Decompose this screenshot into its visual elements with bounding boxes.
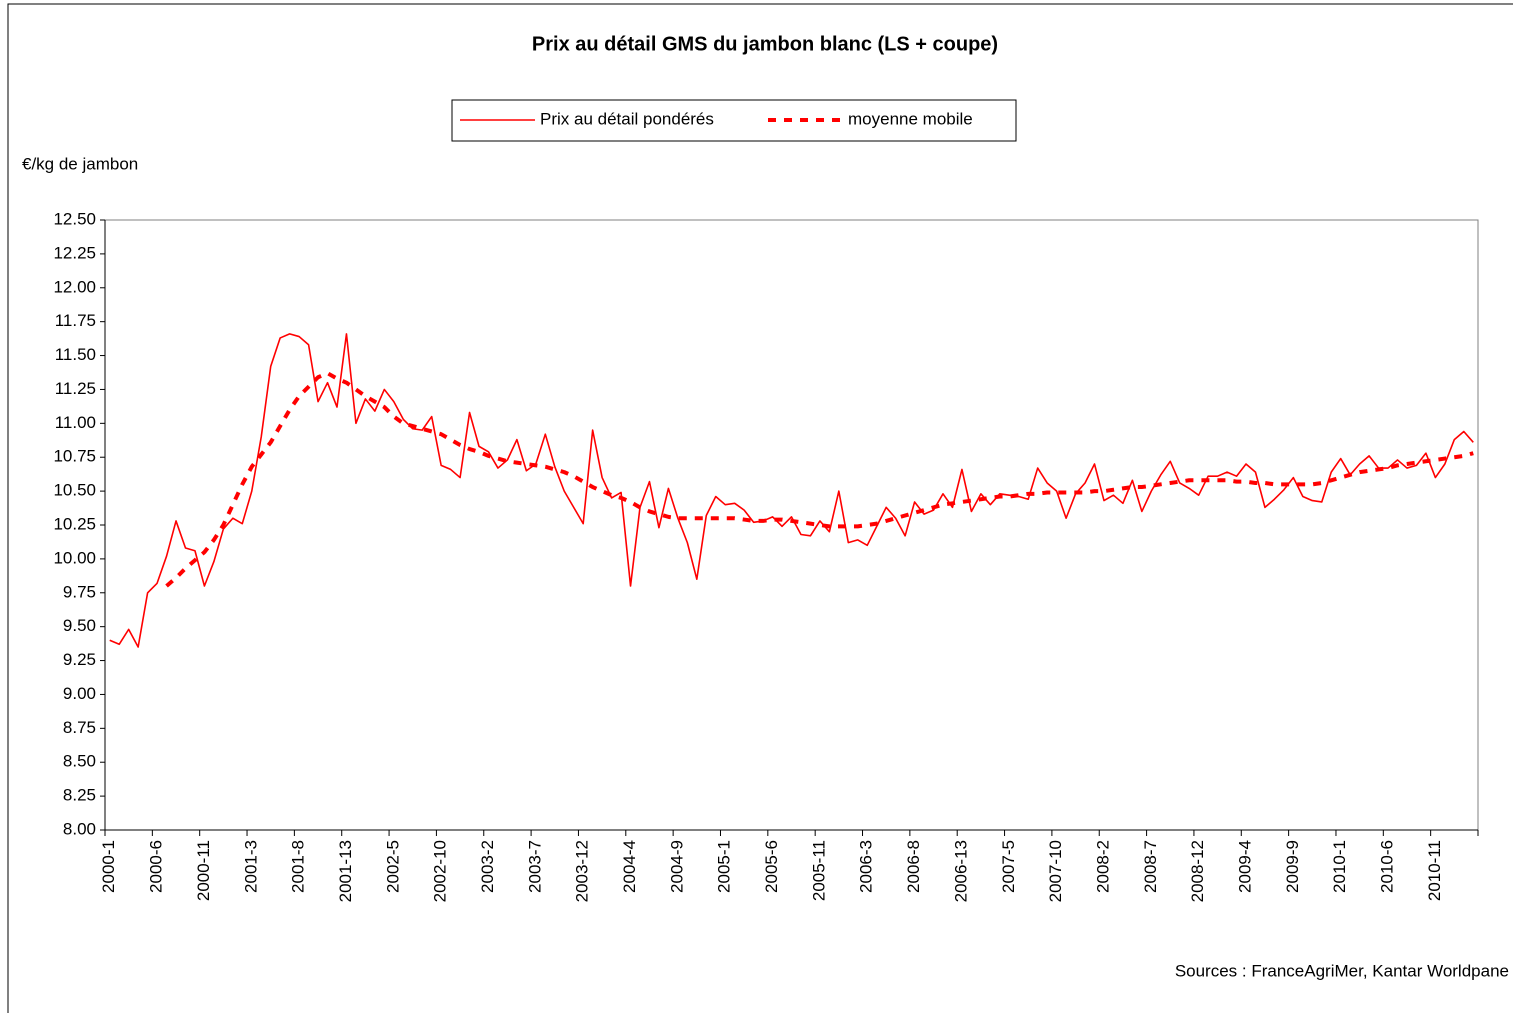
x-tick-label: 2007-10 xyxy=(1046,840,1065,902)
legend-label: moyenne mobile xyxy=(848,109,973,128)
x-tick-label: 2009-4 xyxy=(1235,840,1254,893)
y-tick-label: 10.75 xyxy=(53,447,96,466)
legend-box xyxy=(451,99,1017,142)
y-tick-label: 11.25 xyxy=(55,379,96,398)
x-tick-label: 2000-1 xyxy=(99,840,118,893)
x-tick-label: 2001-13 xyxy=(336,840,355,902)
x-tick-label: 2004-9 xyxy=(667,840,686,893)
x-tick-label: 2003-2 xyxy=(478,840,497,893)
legend-label: Prix au détail pondérés xyxy=(540,109,714,128)
y-tick-label: 9.25 xyxy=(63,650,96,669)
series-line xyxy=(109,333,1474,648)
x-tick-label: 2008-7 xyxy=(1141,840,1160,893)
y-tick-label: 9.50 xyxy=(63,616,96,635)
x-tick-label: 2009-9 xyxy=(1283,840,1302,893)
x-tick-label: 2003-12 xyxy=(573,840,592,902)
x-tick-label: 2000-6 xyxy=(147,840,166,893)
y-tick-label: 8.50 xyxy=(63,752,96,771)
y-tick-label: 11.75 xyxy=(55,311,96,330)
x-tick-label: 2010-11 xyxy=(1425,840,1444,901)
y-tick-label: 8.75 xyxy=(63,718,96,737)
x-tick-label: 2006-13 xyxy=(951,840,970,902)
x-tick-label: 2005-11 xyxy=(809,840,828,901)
source-note: Sources : FranceAgriMer, Kantar Worldpan… xyxy=(1175,961,1509,980)
y-tick-label: 10.25 xyxy=(53,514,96,533)
x-tick-label: 2006-8 xyxy=(904,840,923,893)
x-tick-label: 2001-3 xyxy=(241,840,260,893)
x-tick-label: 2000-11 xyxy=(194,840,213,901)
x-tick-label: 2003-7 xyxy=(525,840,544,893)
x-tick-label: 2007-5 xyxy=(999,840,1018,893)
x-tick-label: 2008-12 xyxy=(1188,840,1207,902)
x-tick-label: 2005-1 xyxy=(715,840,734,893)
chart-title: Prix au détail GMS du jambon blanc (LS +… xyxy=(532,33,998,55)
x-tick-label: 2010-6 xyxy=(1378,840,1397,893)
x-tick-label: 2002-5 xyxy=(383,840,402,893)
x-tick-label: 2008-2 xyxy=(1093,840,1112,893)
y-tick-label: 9.00 xyxy=(63,684,96,703)
y-tick-label: 12.00 xyxy=(53,277,96,296)
x-tick-label: 2001-8 xyxy=(289,840,308,893)
y-tick-label: 8.00 xyxy=(63,819,96,838)
y-tick-label: 10.50 xyxy=(53,481,96,500)
y-tick-label: 8.25 xyxy=(63,786,96,805)
y-axis-label: €/kg de jambon xyxy=(22,154,138,173)
y-tick-label: 12.25 xyxy=(53,243,96,262)
y-tick-label: 9.75 xyxy=(63,582,96,601)
chart-border xyxy=(7,3,1513,1013)
y-tick-label: 11.50 xyxy=(55,345,96,364)
x-tick-label: 2002-10 xyxy=(431,840,450,902)
y-tick-label: 12.50 xyxy=(53,209,96,228)
y-tick-label: 10.00 xyxy=(53,548,96,567)
x-tick-label: 2006-3 xyxy=(857,840,876,893)
x-tick-label: 2010-1 xyxy=(1330,840,1349,893)
series-line xyxy=(165,371,1474,588)
x-tick-label: 2005-6 xyxy=(762,840,781,893)
x-tick-label: 2004-4 xyxy=(620,840,639,893)
y-tick-label: 11.00 xyxy=(55,413,96,432)
